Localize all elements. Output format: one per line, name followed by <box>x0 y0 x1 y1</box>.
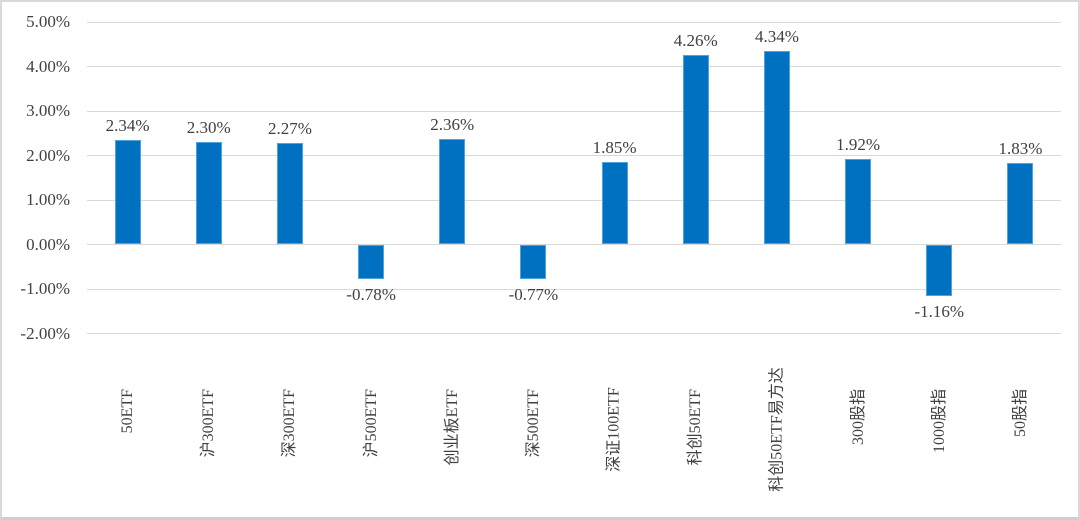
x-axis-category-label: 300股指 <box>849 388 867 445</box>
bar-科创50ETF <box>682 54 709 245</box>
y-axis-tick-label: 4.00% <box>26 56 70 76</box>
gridline--1.00% <box>87 288 1061 290</box>
gridline-4.00% <box>87 66 1061 67</box>
x-axis-category-label: 1000股指 <box>930 388 948 453</box>
y-axis-tick-label: 0.00% <box>26 234 70 254</box>
bar-value-label: 1.85% <box>592 138 637 158</box>
y-axis-tick-label: 2.00% <box>26 145 70 165</box>
gridline-3.00% <box>87 110 1061 112</box>
x-axis-category-cell: 50股指 <box>980 342 1061 517</box>
x-axis-category-cell: 深300ETF <box>249 342 330 517</box>
bar-300股指 <box>845 159 872 245</box>
bar-value-label: -0.77% <box>508 284 559 304</box>
y-axis-tick-label: -2.00% <box>20 323 70 343</box>
bar-沪500ETF <box>358 244 385 280</box>
bar-value-label: 4.26% <box>673 30 718 50</box>
bar-value-label: 2.34% <box>105 116 150 136</box>
bar-value-label: 2.30% <box>186 118 231 138</box>
bar-value-label: 2.36% <box>430 115 475 135</box>
bar-50ETF <box>114 140 141 245</box>
bar-1000股指 <box>926 244 953 297</box>
bar-深300ETF <box>276 143 303 245</box>
x-axis-category-cell: 50ETF <box>87 342 168 517</box>
bar-科创50ETF易方达 <box>763 51 790 245</box>
gridline-5.00% <box>87 21 1061 23</box>
y-axis-tick-label: 1.00% <box>26 190 70 209</box>
x-axis-category-label: 科创50ETF易方达 <box>768 367 786 492</box>
x-axis-category-cell: 1000股指 <box>899 342 980 517</box>
x-axis-category-cell: 沪500ETF <box>331 342 412 517</box>
bar-50股指 <box>1007 163 1034 245</box>
bar-深500ETF <box>520 244 547 279</box>
bar-创业板ETF <box>439 139 466 245</box>
gridline-0.00% <box>87 244 1061 245</box>
bar-value-label: -0.78% <box>346 285 396 305</box>
bar-value-label: 2.27% <box>267 119 312 139</box>
x-axis-category-label: 深500ETF <box>524 388 542 458</box>
x-axis-category-label: 50ETF <box>119 388 137 434</box>
bar-value-label: 4.34% <box>754 27 799 47</box>
x-axis-category-cell: 沪300ETF <box>168 342 249 517</box>
bar-沪300ETF <box>195 142 222 245</box>
x-axis-category-label: 科创50ETF <box>687 388 705 466</box>
x-axis-category-label: 50股指 <box>1011 388 1029 437</box>
x-axis-category-label: 深证100ETF <box>606 387 624 472</box>
x-axis-category-cell: 创业板ETF <box>412 342 493 517</box>
y-axis-tick-label: -1.00% <box>20 279 70 298</box>
x-axis-category-label: 创业板ETF <box>443 388 461 466</box>
gridline-2.00% <box>87 155 1061 156</box>
x-axis-category-label: 深300ETF <box>281 388 299 458</box>
x-axis-category-label: 沪300ETF <box>200 388 218 458</box>
y-axis-tick-label: 3.00% <box>26 101 70 120</box>
x-axis-category-cell: 300股指 <box>818 342 899 517</box>
x-axis-category-cell: 深500ETF <box>493 342 574 517</box>
x-axis-category-label: 沪500ETF <box>362 388 380 458</box>
bar-value-label: 1.92% <box>836 135 881 155</box>
x-axis-category-cell: 科创50ETF <box>655 342 736 517</box>
x-axis-category-cell: 科创50ETF易方达 <box>736 342 817 517</box>
x-axis-category-cell: 深证100ETF <box>574 342 655 517</box>
bar-value-label: 1.83% <box>998 139 1043 159</box>
gridline--2.00% <box>87 333 1061 334</box>
bar-深证100ETF <box>601 162 628 245</box>
gridline-1.00% <box>87 199 1061 201</box>
y-axis-tick-label: 5.00% <box>26 12 70 31</box>
bar-value-label: -1.16% <box>914 302 965 322</box>
